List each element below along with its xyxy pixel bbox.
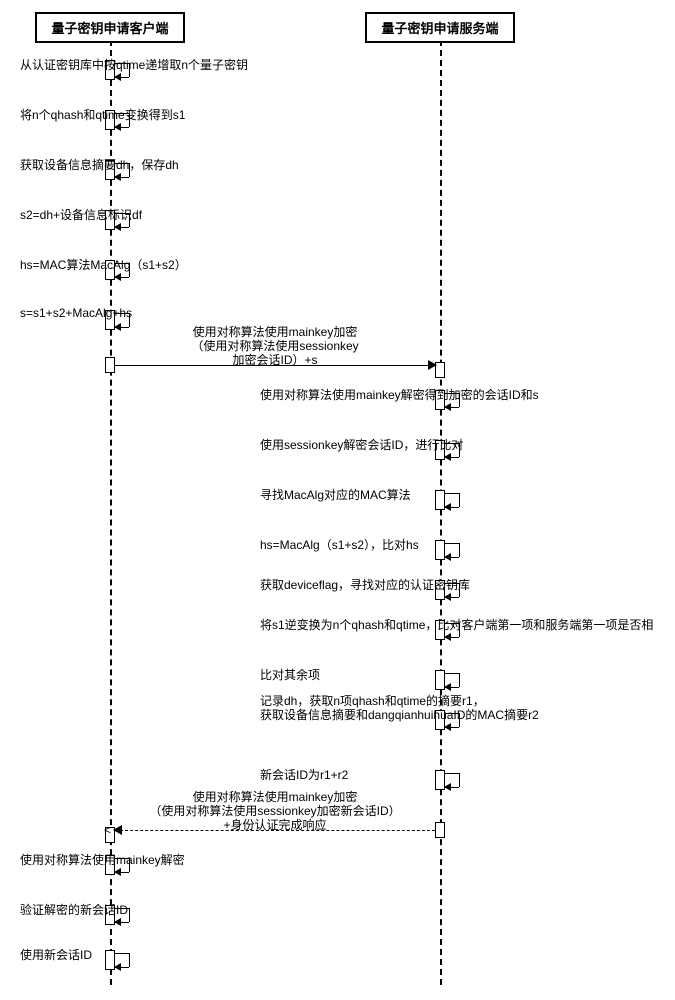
self-message-label: 新会话ID为r1+r2 [260, 766, 348, 783]
participant-client: 量子密钥申请客户端 [35, 12, 185, 43]
self-message-label: 使用sessionkey解密会话ID，进行比对 [260, 436, 463, 453]
self-message-label: 使用对称算法使用mainkey解密 [20, 851, 185, 868]
self-message-label: hs=MacAlg（s1+s2），比对hs [260, 536, 419, 553]
self-message-label: s=s1+s2+MacAlg+hs [20, 306, 132, 320]
participant-server: 量子密钥申请服务端 [365, 12, 515, 43]
send-message-label: 加密会话ID）+s [155, 351, 395, 368]
self-message-label: 使用新会话ID [20, 946, 92, 963]
self-message-label: 获取设备信息摘要dh，保存dh [20, 156, 179, 173]
sequence-diagram: 量子密钥申请客户端 量子密钥申请服务端从认证密钥库中按qtime递增取n个量子密钥… [10, 10, 665, 990]
self-message-label: 使用对称算法使用mainkey解密得到加密的会话ID和s [260, 386, 539, 403]
self-message-label: 比对其余项 [260, 666, 320, 683]
self-message-label: s2=dh+设备信息标识df [20, 206, 142, 223]
self-message-label: 将n个qhash和qtime变换得到s1 [20, 106, 185, 123]
self-message-label: 寻找MacAlg对应的MAC算法 [260, 486, 411, 503]
return-message-label: +身份认证完成响应 [125, 816, 425, 833]
self-message-label: 获取deviceflag，寻找对应的认证密钥库 [260, 576, 470, 593]
self-message-label: 验证解密的新会话ID [20, 901, 128, 918]
self-message-label: 从认证密钥库中按qtime递增取n个量子密钥 [20, 56, 248, 73]
self-message-label: 获取设备信息摘要和dangqianhuihuaID的MAC摘要r2 [260, 706, 539, 723]
self-message-label: 将s1逆变换为n个qhash和qtime，比对客户端第一项和服务端第一项是否相 [260, 616, 653, 633]
self-message-label: hs=MAC算法MacAlg（s1+s2） [20, 256, 187, 273]
